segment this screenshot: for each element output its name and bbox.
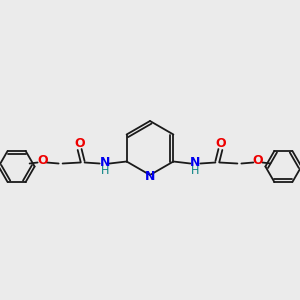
Text: O: O: [215, 137, 226, 150]
Text: N: N: [145, 169, 155, 182]
Text: N: N: [99, 156, 110, 169]
Text: N: N: [190, 156, 201, 169]
Text: O: O: [252, 154, 263, 167]
Text: H: H: [191, 166, 200, 176]
Text: H: H: [100, 166, 109, 176]
Text: O: O: [74, 137, 85, 150]
Text: O: O: [37, 154, 48, 167]
